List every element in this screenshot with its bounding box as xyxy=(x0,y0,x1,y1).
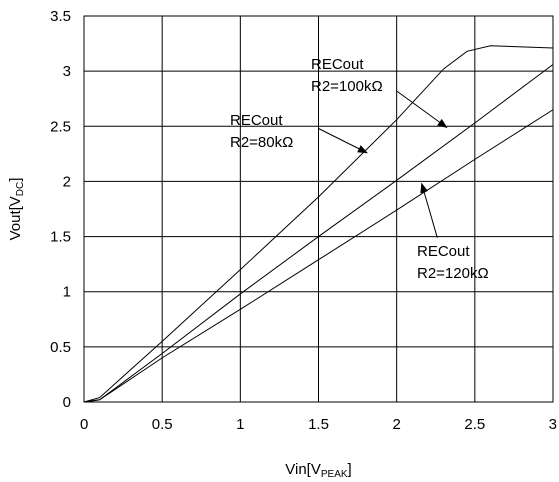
annotation-label-line1: RECout xyxy=(230,112,283,129)
x-axis-label-end: ] xyxy=(348,461,352,478)
grid xyxy=(83,15,554,403)
y-axis-label-main: Vout[V xyxy=(7,196,24,240)
x-tick-label: 1 xyxy=(236,416,244,433)
series-line-2 xyxy=(83,64,554,403)
annotation-label-line2: R2=100kΩ xyxy=(311,78,383,95)
annotation-label-line2: R2=120kΩ xyxy=(417,265,489,282)
annotations: RECout R2=100kΩ RECout R2=80kΩ RECout R2=120k… xyxy=(230,56,489,282)
plot-frame xyxy=(83,15,554,403)
x-tick-label: 0 xyxy=(80,416,88,433)
y-tick-label: 2.5 xyxy=(50,118,71,135)
y-tick-label: 1 xyxy=(63,284,71,301)
y-axis-label-end: ] xyxy=(7,178,24,182)
y-tick-labels: 0 0.5 1 1.5 2 2.5 3 3.5 xyxy=(50,8,71,411)
y-axis-label: Vout[VDC] xyxy=(7,178,26,241)
y-tick-label: 1.5 xyxy=(50,229,71,246)
x-axis-label: Vin[VPEAK] xyxy=(285,461,351,480)
x-tick-label: 2 xyxy=(392,416,400,433)
x-tick-label: 0.5 xyxy=(152,416,173,433)
x-tick-label: 3 xyxy=(549,416,557,433)
y-axis-label-sub: DC xyxy=(15,182,26,196)
annotation-label-line1: RECout xyxy=(417,243,470,260)
x-axis-label-sub: PEAK xyxy=(321,469,348,480)
x-tick-label: 2.5 xyxy=(464,416,485,433)
y-tick-label: 0 xyxy=(63,394,71,411)
y-tick-label: 0.5 xyxy=(50,339,71,356)
annotation-label-line1: RECout xyxy=(311,56,364,73)
x-axis-label-main: Vin[V xyxy=(285,461,321,478)
y-tick-label: 3 xyxy=(63,63,71,80)
series-line-1 xyxy=(83,45,554,403)
y-tick-label: 3.5 xyxy=(50,8,71,25)
annotation-arrow xyxy=(420,182,438,238)
annotation-arrow xyxy=(318,128,368,154)
series-group xyxy=(83,45,554,403)
x-tick-label: 1.5 xyxy=(308,416,329,433)
y-tick-label: 2 xyxy=(63,173,71,190)
annotation-arrow xyxy=(396,90,448,128)
series-line-3 xyxy=(83,109,554,403)
x-tick-labels: 0 0.5 1 1.5 2 2.5 3 xyxy=(80,416,557,433)
annotation-label-line2: R2=80kΩ xyxy=(230,134,293,151)
